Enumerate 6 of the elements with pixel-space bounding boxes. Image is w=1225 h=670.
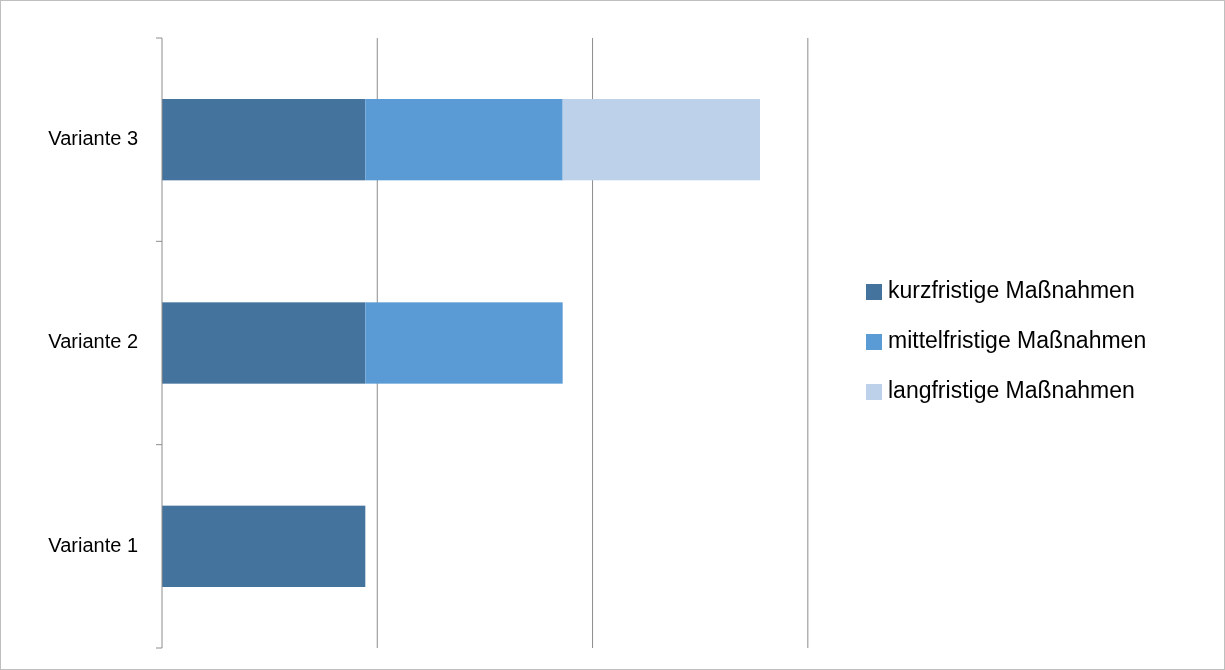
y-tick-label: Variante 2 — [48, 330, 138, 353]
legend-label: langfristige Maßnahmen — [888, 377, 1135, 404]
legend-label: kurzfristige Maßnahmen — [888, 277, 1135, 304]
y-tick-label: Variante 1 — [48, 533, 138, 556]
legend-label: mittelfristige Maßnahmen — [888, 327, 1147, 354]
y-tick-label: Variante 3 — [48, 126, 138, 149]
